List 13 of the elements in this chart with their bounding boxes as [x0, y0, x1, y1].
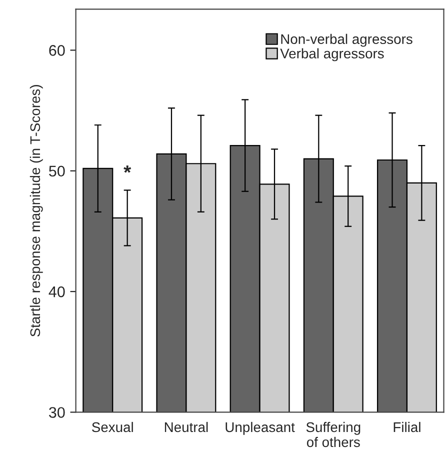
x-tick-label: Filial: [394, 422, 420, 432]
y-tick-label: 60: [49, 45, 65, 56]
x-tick-label: Suffering of others: [306, 422, 360, 448]
y-tick-label: 40: [48, 286, 65, 298]
annotation: *: [124, 166, 132, 173]
legend-label: Non-verbal agressors: [281, 34, 412, 47]
y-axis-title: Startle response magnitude (in T-Scores): [30, 85, 43, 337]
x-tick-label: Sexual: [92, 422, 133, 432]
x-tick-label: Unpleasant: [226, 422, 295, 435]
legend-label: Verbal agressors: [280, 48, 384, 62]
y-tick-label: 50: [49, 166, 65, 177]
x-tick-label: Neutral: [164, 422, 208, 432]
y-tick-label: 30: [48, 407, 65, 418]
